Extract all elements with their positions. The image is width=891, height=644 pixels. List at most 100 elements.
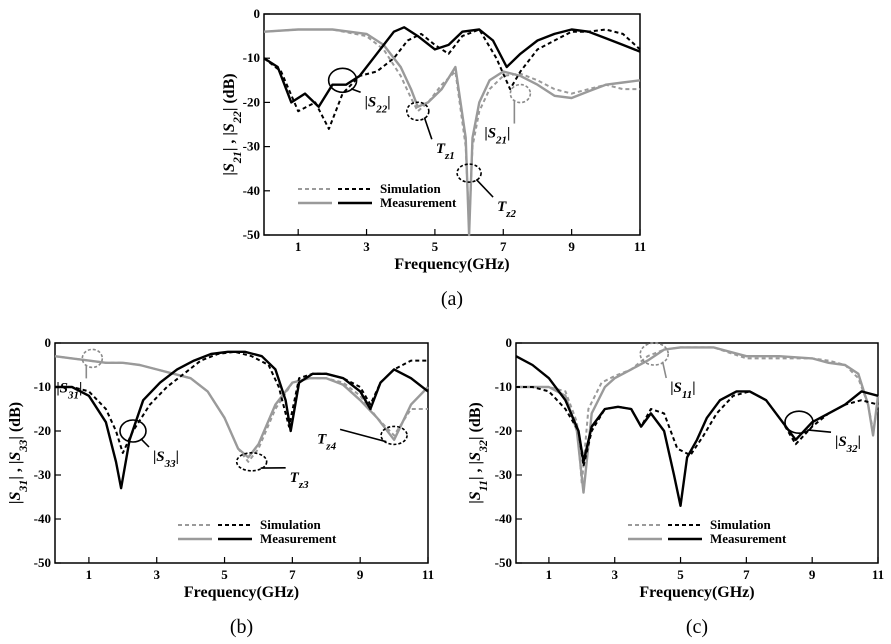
x-tick-label: 1 xyxy=(86,567,93,582)
annotation-label: |S32| xyxy=(835,434,861,455)
y-tick-label: -50 xyxy=(34,555,51,570)
y-tick-label: -30 xyxy=(495,467,512,482)
panel-a: 1 3 5 7 9 11 0 -10 -20 -30 -40 -50 Frequency(GHz) |S2… xyxy=(221,6,646,310)
x-tick-label: 11 xyxy=(634,239,646,254)
legend-label-simulation: Simulation xyxy=(380,181,441,196)
y-tick-label: 0 xyxy=(254,6,261,21)
x-axis-label: Frequency(GHz) xyxy=(639,584,754,601)
annotation-ellipse xyxy=(235,451,268,472)
plot-frame xyxy=(263,13,641,236)
annotation-label: |S33| xyxy=(153,449,179,470)
x-tick-label: 11 xyxy=(872,567,884,582)
series-line-s32-simulation xyxy=(516,386,879,468)
x-tick-label: 3 xyxy=(153,567,160,582)
annotation-ellipse xyxy=(639,342,670,366)
series-line-s32-measurement xyxy=(515,355,879,507)
series-line-s33-measurement xyxy=(55,350,429,490)
annotation-label: Tz1 xyxy=(436,141,455,162)
y-tick-label: -10 xyxy=(243,50,260,65)
y-axis-label: |S11| , |S32| (dB) xyxy=(467,402,490,504)
series-line-s33-simulation xyxy=(55,350,428,454)
x-tick-label: 9 xyxy=(809,567,816,582)
legend-label-measurement: Measurement xyxy=(710,531,787,546)
x-tick-label: 11 xyxy=(422,567,434,582)
y-tick-label: -20 xyxy=(34,423,51,438)
annotation-label: Tz2 xyxy=(497,199,516,220)
legend-label-simulation: Simulation xyxy=(260,517,321,532)
y-tick-label: -20 xyxy=(495,423,512,438)
y-tick-label: -50 xyxy=(243,227,260,242)
annotation-arrow xyxy=(339,428,387,443)
panel-caption: (a) xyxy=(441,288,463,310)
annotation-ellipse xyxy=(784,410,814,435)
annotation-arrow xyxy=(350,87,361,94)
legend-label-simulation: Simulation xyxy=(710,517,771,532)
annotation-s22: |S22| xyxy=(327,67,391,115)
y-tick-label: -50 xyxy=(495,555,512,570)
x-tick-label: 9 xyxy=(357,567,364,582)
annotation-ellipse xyxy=(81,348,104,369)
x-tick-label: 5 xyxy=(221,567,228,582)
panel-b: 1 3 5 7 9 11 0 -10 -20 -30 -40 -50 Frequency(GHz) |S3… xyxy=(7,335,434,638)
panel-caption: (c) xyxy=(686,616,708,638)
x-tick-label: 7 xyxy=(500,239,507,254)
annotation-arrow xyxy=(807,429,832,433)
annotation-tz3: Tz3 xyxy=(235,451,309,491)
y-tick-label: -40 xyxy=(34,511,51,526)
x-tick-label: 5 xyxy=(432,239,439,254)
annotation-label: Tz3 xyxy=(290,470,309,491)
annotation-s31: |S31| xyxy=(56,348,104,401)
x-tick-label: 9 xyxy=(568,239,575,254)
annotation-ellipse xyxy=(509,83,532,104)
series-line-s11-measurement xyxy=(516,346,880,494)
x-tick-label: 7 xyxy=(289,567,296,582)
x-tick-label: 3 xyxy=(611,567,618,582)
x-tick-label: 1 xyxy=(546,567,553,582)
series-line-s22-measurement xyxy=(263,26,641,109)
x-tick-label: 1 xyxy=(295,239,302,254)
y-tick-label: -40 xyxy=(495,511,512,526)
annotation-tz4: Tz4 xyxy=(317,425,408,452)
panel-caption: (b) xyxy=(230,616,253,638)
annotation-tz1: Tz1 xyxy=(406,101,455,162)
annotation-label: |S21| xyxy=(484,126,510,147)
legend-label-measurement: Measurement xyxy=(260,531,337,546)
y-tick-label: -10 xyxy=(495,379,512,394)
y-tick-label: -30 xyxy=(34,467,51,482)
annotation-s33: |S33| xyxy=(119,419,179,470)
annotation-s21: |S21| xyxy=(484,83,532,147)
annotation-s11: |S11| xyxy=(639,342,696,401)
annotation-label: |S22| xyxy=(365,94,391,115)
annotation-label: |S11| xyxy=(670,380,695,401)
y-axis-label: |S21| , |S22| (dB) xyxy=(221,73,244,175)
y-tick-label: -30 xyxy=(243,139,260,154)
plot-frame xyxy=(515,342,879,564)
annotation-label: Tz4 xyxy=(317,431,336,452)
x-axis-label: Frequency(GHz) xyxy=(394,256,509,273)
annotation-arrow xyxy=(140,438,150,448)
annotation-arrow xyxy=(661,361,667,379)
annotation-ellipse xyxy=(119,419,147,443)
annotation-ellipse xyxy=(380,425,408,446)
legend-label-measurement: Measurement xyxy=(380,195,457,210)
annotation-s32: |S32| xyxy=(784,410,861,455)
x-tick-label: 3 xyxy=(363,239,370,254)
x-tick-label: 5 xyxy=(677,567,684,582)
annotation-ellipse xyxy=(456,163,482,183)
series-line-s22-simulation xyxy=(263,28,641,130)
plot-frame xyxy=(54,342,429,564)
annotation-ellipse xyxy=(406,101,430,122)
annotation-arrow xyxy=(423,117,433,140)
annotation-ellipse xyxy=(327,67,358,94)
y-tick-label: -10 xyxy=(34,379,51,394)
series-line-s11-simulation xyxy=(516,346,879,485)
y-tick-label: 0 xyxy=(506,335,513,350)
x-axis-label: Frequency(GHz) xyxy=(184,584,299,601)
x-tick-label: 7 xyxy=(743,567,750,582)
y-tick-label: 0 xyxy=(45,335,52,350)
panel-c: 1 3 5 7 9 11 0 -10 -20 -30 -40 -50 Frequency(GHz) |S1… xyxy=(467,335,884,638)
